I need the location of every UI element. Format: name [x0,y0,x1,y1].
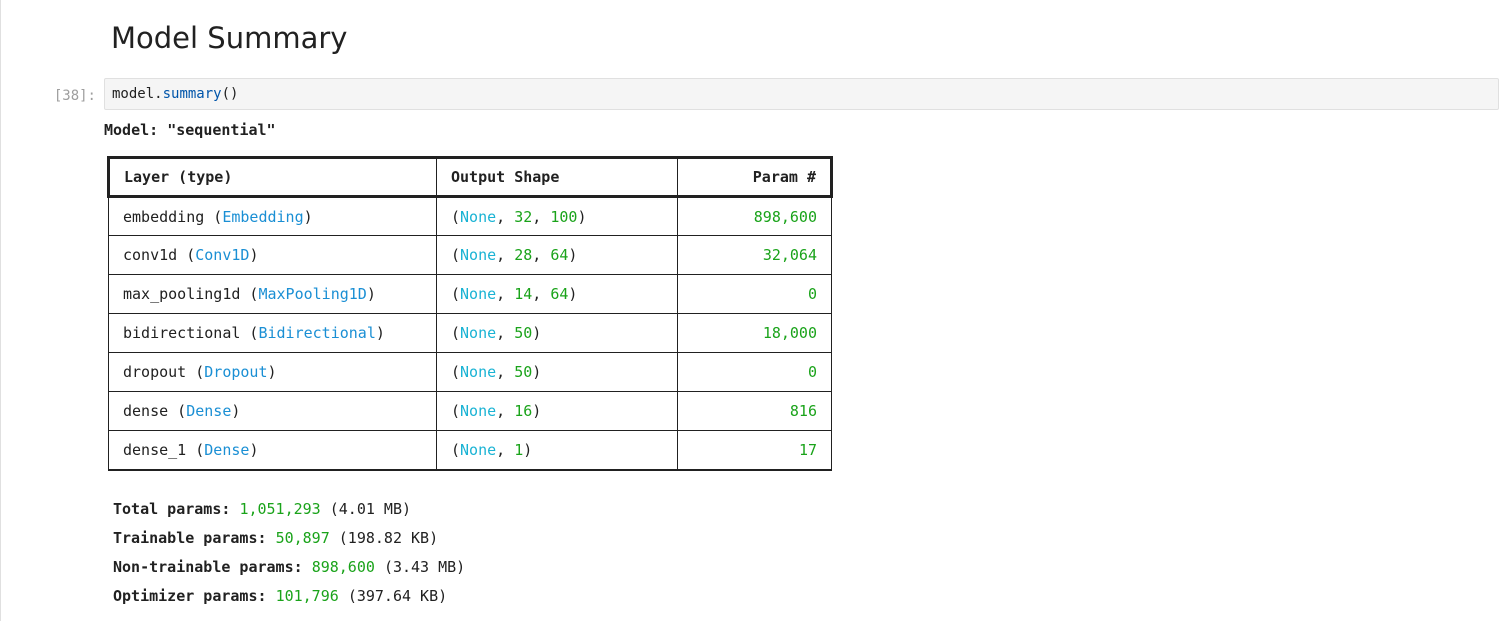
output-shape-cell: (None, 50) [436,352,678,392]
param-total-value: 1,051,293 [239,500,321,518]
param-total-label: Trainable params: [113,529,267,547]
param-count-cell: 898,600 [677,196,832,236]
header-output-shape: Output Shape [436,156,678,198]
layer-name: dense_1 [123,440,187,459]
shape-dim: 16 [514,402,533,420]
param-total-label: Non-trainable params: [113,558,303,576]
layer-name: conv1d [123,246,178,264]
layer-name: embedding [123,207,205,226]
table-row: conv1d (Conv1D) (None, 28, 64) 32,064 [108,235,832,275]
header-param-count: Param # [677,156,833,198]
param-count-cell: 17 [677,430,832,471]
param-count-cell: 0 [677,352,832,392]
param-total-size: (397.64 KB) [347,587,448,605]
layer-class: Embedding [222,207,304,226]
shape-dim: 32 [514,207,533,226]
shape-dim: 1 [514,440,524,459]
param-total-line: Total params: 1,051,293 (4.01 MB) [113,495,465,524]
param-totals: Total params: 1,051,293 (4.01 MB) Trainab… [113,495,465,611]
table-header-row: Layer (type) Output Shape Param # [107,156,833,198]
table-row: bidirectional (Bidirectional) (None, 50) 1… [108,313,832,353]
shape-batch-dim: None [460,440,497,459]
shape-batch-dim: None [460,363,497,381]
code-token-variable: model [112,86,155,102]
layer-cell: bidirectional (Bidirectional) [108,313,437,353]
table-row: dense_1 (Dense) (None, 1) 17 [108,430,832,471]
layer-cell: conv1d (Conv1D) [108,235,437,275]
shape-batch-dim: None [460,246,497,264]
shape-batch-dim: None [460,402,497,420]
output-shape-cell: (None, 32, 100) [436,196,678,236]
code-token-parens: () [221,86,239,102]
layer-class: Conv1D [195,246,250,264]
markdown-heading: Model Summary [111,21,348,55]
param-total-size: (198.82 KB) [338,529,439,547]
param-total-value: 50,897 [275,529,330,547]
shape-dim: 28 [514,246,533,264]
shape-batch-dim: None [460,207,497,226]
layer-name: max_pooling1d [123,285,241,303]
layer-cell: dense (Dense) [108,391,437,431]
layer-cell: max_pooling1d (MaxPooling1D) [108,274,437,314]
param-count-cell: 816 [677,391,832,431]
table-row: dense (Dense) (None, 16) 816 [108,391,832,431]
layer-name: dense [123,402,169,420]
shape-batch-dim: None [460,285,497,303]
param-total-value: 101,796 [275,587,339,605]
param-total-size: (3.43 MB) [383,558,466,576]
model-summary-table: Layer (type) Output Shape Param # embedd… [107,156,833,471]
param-count-cell: 32,064 [677,235,832,275]
param-total-line: Trainable params: 50,897 (198.82 KB) [113,524,465,553]
layer-cell: dense_1 (Dense) [108,430,437,471]
layer-class: Bidirectional [258,324,376,342]
shape-dim: 50 [514,324,533,342]
layer-class: MaxPooling1D [258,285,367,303]
shape-dim: 100 [550,207,578,226]
layer-name: bidirectional [123,324,241,342]
code-cell-input[interactable]: model.summary() [104,78,1499,110]
param-total-label: Total params: [113,500,231,518]
layer-class: Dense [204,440,250,459]
output-shape-cell: (None, 16) [436,391,678,431]
model-title: Model: "sequential" [104,121,276,139]
layer-name: dropout [123,363,187,381]
shape-dim: 14 [514,285,533,303]
shape-dim: 50 [514,363,533,381]
param-total-label: Optimizer params: [113,587,267,605]
output-shape-cell: (None, 14, 64) [436,274,678,314]
table-row: embedding (Embedding) (None, 32, 100) 898,… [108,196,832,236]
cell-execution-count: [38]: [53,88,96,104]
notebook-left-rule [0,0,1,621]
table-row: max_pooling1d (MaxPooling1D) (None, 14, 6… [108,274,832,314]
param-count-cell: 0 [677,274,832,314]
shape-dim: 64 [550,285,569,303]
code-token-dot: . [154,86,163,102]
param-count-cell: 18,000 [677,313,832,353]
code-token-function: summary [162,86,222,102]
shape-dim: 64 [550,246,569,264]
param-total-value: 898,600 [311,558,375,576]
layer-class: Dense [186,402,232,420]
param-total-size: (4.01 MB) [329,500,412,518]
header-layer-type: Layer (type) [107,156,437,198]
table-row: dropout (Dropout) (None, 50) 0 [108,352,832,392]
output-shape-cell: (None, 1) [436,430,678,471]
layer-cell: dropout (Dropout) [108,352,437,392]
shape-batch-dim: None [460,324,497,342]
param-total-line: Non-trainable params: 898,600 (3.43 MB) [113,553,465,582]
output-shape-cell: (None, 28, 64) [436,235,678,275]
output-shape-cell: (None, 50) [436,313,678,353]
layer-class: Dropout [204,363,268,381]
param-total-line: Optimizer params: 101,796 (397.64 KB) [113,582,465,611]
layer-cell: embedding (Embedding) [108,196,437,236]
